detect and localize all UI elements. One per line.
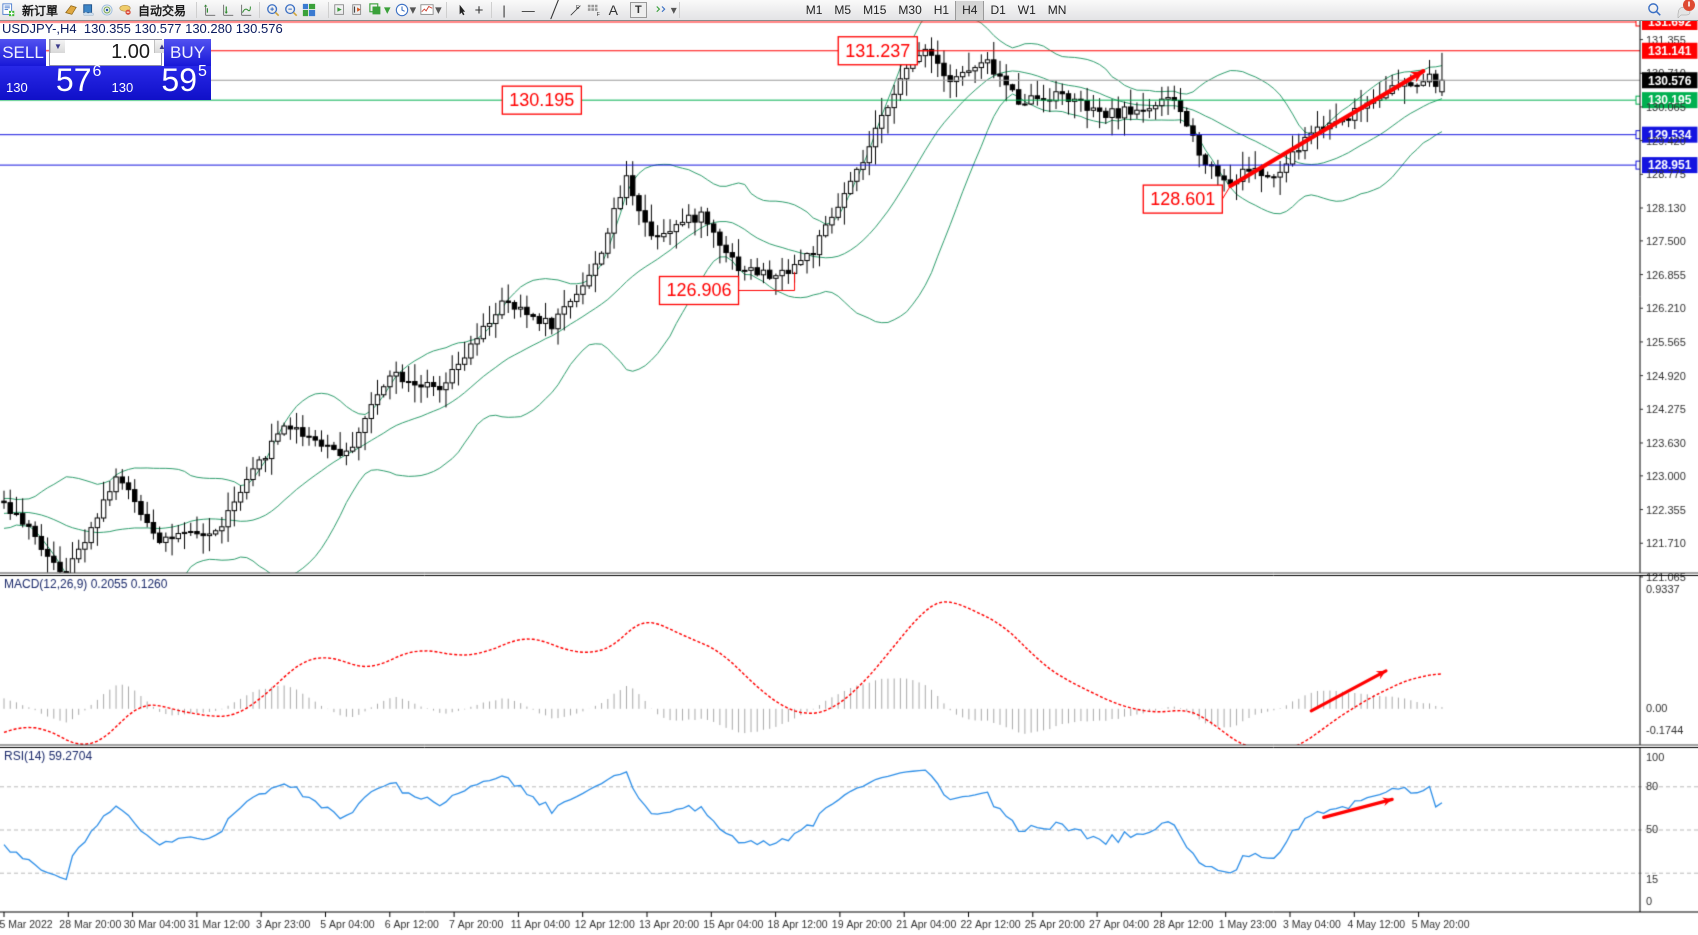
svg-text:F: F (596, 12, 599, 17)
svg-text:E: E (576, 5, 580, 11)
